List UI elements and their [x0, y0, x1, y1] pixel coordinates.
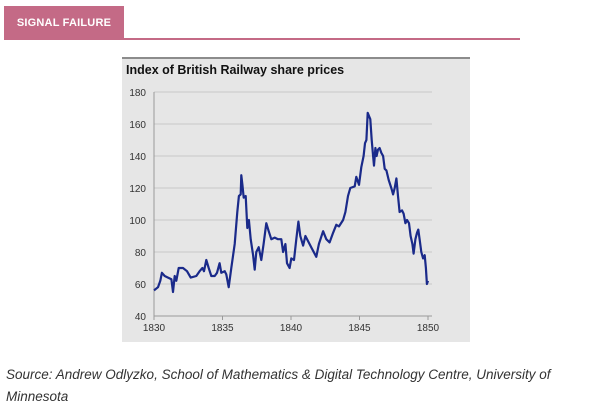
header-rule [124, 38, 520, 40]
x-tick-label: 1830 [143, 323, 166, 334]
chart-title: Index of British Railway share prices [126, 63, 345, 77]
x-tick-label: 1840 [280, 323, 303, 334]
share-price-line [153, 111, 430, 294]
y-tick-label: 100 [129, 216, 146, 227]
y-tick-label: 180 [129, 88, 146, 99]
chart-panel [122, 57, 470, 342]
source-note: Source: Andrew Odlyzko, School of Mathem… [6, 367, 551, 404]
x-tick-label: 1835 [211, 323, 234, 334]
y-tick-label: 140 [129, 152, 146, 163]
section-tab: SIGNAL FAILURE [4, 6, 124, 40]
y-tick-label: 40 [135, 312, 147, 323]
x-tick-label: 1845 [348, 323, 371, 334]
x-tick-label: 1850 [417, 323, 440, 334]
y-tick-label: 80 [135, 248, 147, 259]
y-tick-label: 160 [129, 120, 146, 131]
y-tick-label: 60 [135, 280, 147, 291]
y-tick-label: 120 [129, 184, 146, 195]
